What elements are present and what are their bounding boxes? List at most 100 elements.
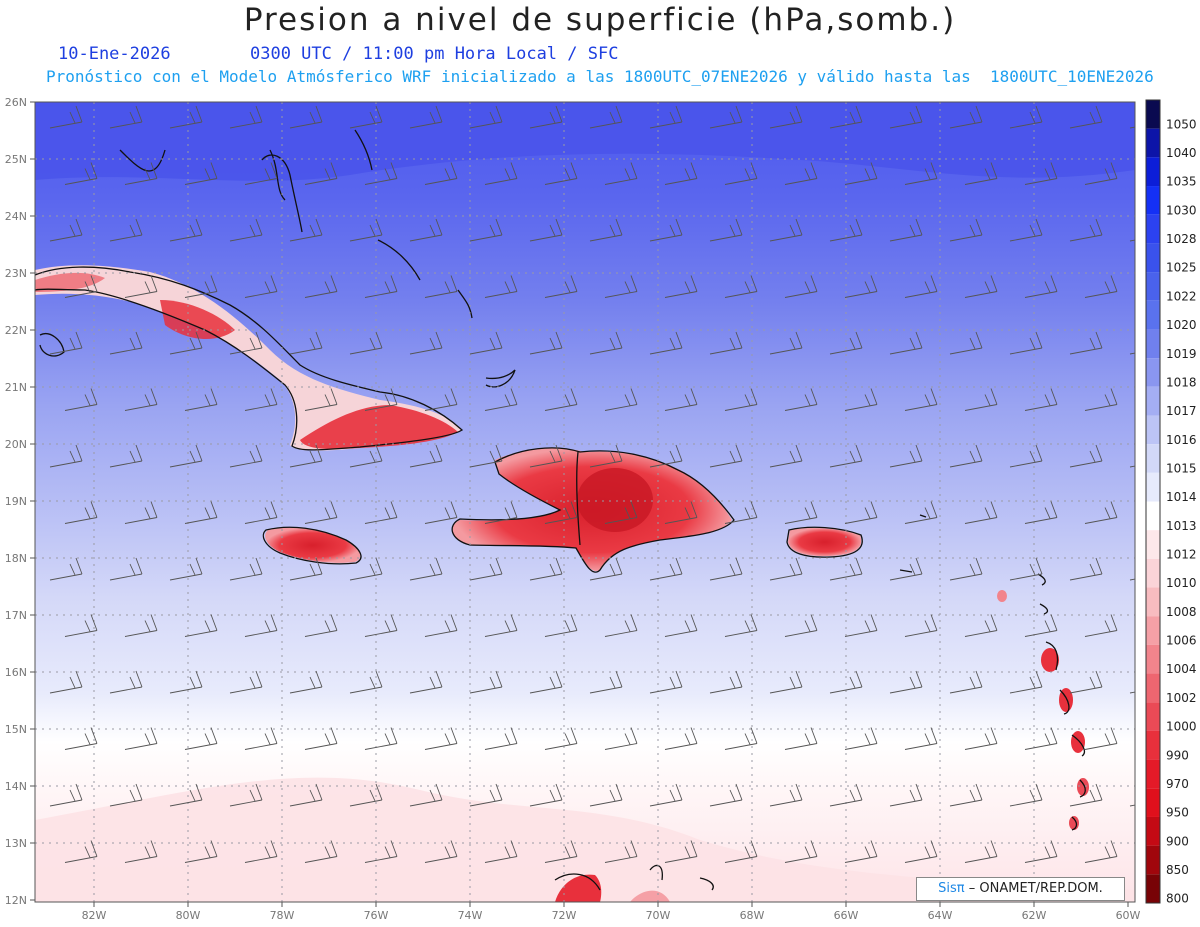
wind-barb [289, 444, 323, 468]
wind-barb [229, 444, 263, 468]
plot-frame [34, 101, 1136, 903]
colorbar-label: 1014 [1166, 490, 1197, 504]
wind-barb [244, 840, 278, 863]
wind-barb [649, 783, 683, 807]
wind-barb [844, 162, 878, 185]
cuba-low-west [160, 300, 235, 340]
wind-barb [169, 444, 203, 468]
credit-text: – ONAMET/REP.DOM. [968, 881, 1103, 896]
y-tick-label: 19N [5, 495, 27, 508]
wind-barb [169, 783, 203, 807]
wind-barb [1009, 670, 1043, 694]
wind-barb [544, 727, 578, 750]
wind-barb [844, 501, 878, 524]
wind-barb [784, 614, 818, 637]
colorbar-label: 1020 [1166, 318, 1197, 332]
wind-barb [49, 444, 83, 468]
wind-barb [109, 783, 143, 807]
wind-barb [304, 501, 338, 524]
wind-barb [709, 444, 743, 468]
wind-barb [589, 444, 623, 468]
wind-barb [289, 105, 323, 129]
wind-barb [724, 275, 758, 298]
wind-barb [244, 275, 278, 298]
x-tick-label: 82W [82, 909, 107, 922]
wind-barb [244, 501, 278, 524]
wind-barb [1084, 614, 1118, 637]
colorbar-label: 800 [1166, 892, 1189, 906]
wind-barb [49, 218, 83, 242]
wind-barb [49, 331, 83, 355]
colorbar-label: 990 [1166, 748, 1189, 762]
cuba-field [35, 265, 462, 451]
wind-barb [904, 614, 938, 637]
x-tick-label: 62W [1022, 909, 1047, 922]
colorbar-swatch [1146, 243, 1160, 273]
colorbar-swatch [1146, 558, 1160, 588]
wind-barb [889, 444, 923, 468]
wind-barb [964, 840, 998, 863]
wind-barb [529, 331, 563, 355]
wind-barb [664, 614, 698, 637]
hispaniola-core [577, 468, 653, 532]
colorbar-swatch [1146, 100, 1160, 129]
wind-barb [769, 783, 803, 807]
sispi-logo: Sisπ [938, 881, 965, 896]
wind-barb [409, 783, 443, 807]
wind-barb [484, 840, 518, 863]
wind-barb [529, 557, 563, 581]
wind-barb [184, 840, 218, 863]
wind-barb [604, 162, 638, 185]
wind-barb [769, 557, 803, 581]
wind-barb [604, 501, 638, 524]
wind-barb [1084, 840, 1118, 863]
wind-barb [1069, 557, 1103, 581]
wind-barb [484, 162, 518, 185]
wind-barb [769, 105, 803, 129]
wind-barb [844, 614, 878, 637]
wind-barb [709, 331, 743, 355]
y-tick-label: 16N [5, 666, 27, 679]
wind-barb [424, 388, 458, 411]
wind-barb [829, 331, 863, 355]
wind-barb [664, 275, 698, 298]
colorbar-swatch [1146, 530, 1160, 559]
wind-barb [409, 331, 443, 355]
x-tick-label: 78W [270, 909, 295, 922]
colorbar-label: 850 [1166, 863, 1189, 877]
wind-barb [664, 501, 698, 524]
wind-barb [1084, 501, 1118, 524]
wind-barb [889, 331, 923, 355]
wind-barb [64, 840, 98, 863]
colorbar-swatch [1146, 415, 1160, 445]
chart-title: Presion a nivel de superficie (hPa,somb.… [243, 2, 957, 38]
colorbar-swatch [1146, 444, 1160, 473]
wind-barb [544, 275, 578, 298]
wind-barb [709, 218, 743, 242]
wind-barb [604, 727, 638, 750]
wind-barb [1024, 275, 1058, 298]
wind-barb [304, 275, 338, 298]
wind-barb [304, 388, 338, 411]
wind-barb [64, 388, 98, 411]
wind-barb [64, 162, 98, 185]
wind-barb [349, 218, 383, 242]
colorbar-swatch [1146, 845, 1160, 875]
wind-barb [724, 614, 758, 637]
wind-barb [289, 670, 323, 694]
wind-barb [409, 557, 443, 581]
wind-barb [124, 388, 158, 411]
wind-barb [604, 275, 638, 298]
x-tick-label: 70W [646, 909, 671, 922]
wind-barb [424, 614, 458, 637]
wind-barb [964, 614, 998, 637]
colorbar-frame [1145, 99, 1161, 904]
wind-barb [1069, 670, 1103, 694]
colorbar-label: 1018 [1166, 375, 1197, 389]
x-tick-label: 64W [928, 909, 953, 922]
wind-barb [229, 105, 263, 129]
y-tick-label: 20N [5, 438, 27, 451]
wind-barb [1084, 388, 1118, 411]
wind-barb [184, 162, 218, 185]
wind-barb [769, 331, 803, 355]
